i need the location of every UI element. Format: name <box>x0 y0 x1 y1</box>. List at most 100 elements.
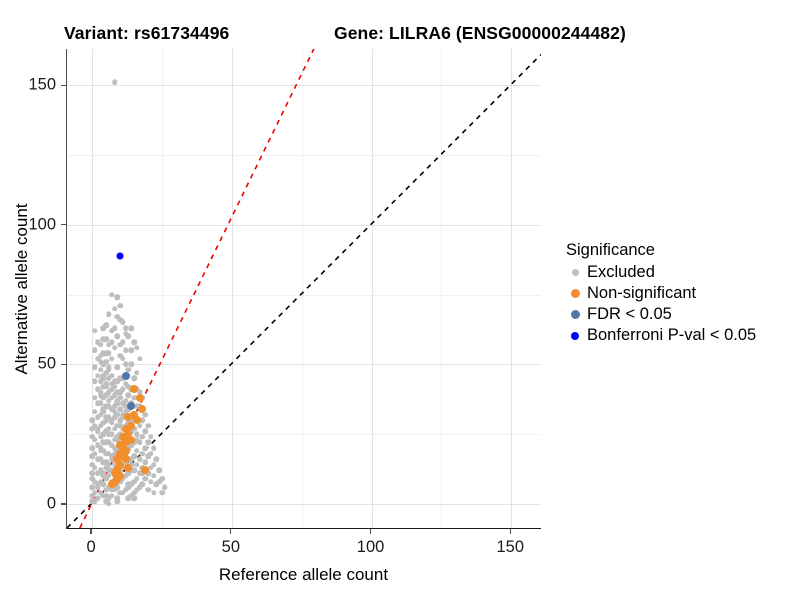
data-point <box>106 375 112 382</box>
data-point <box>142 445 148 451</box>
data-point <box>89 484 95 490</box>
data-point <box>100 481 107 488</box>
data-point <box>142 459 148 465</box>
data-point <box>97 434 104 440</box>
data-point <box>92 347 98 354</box>
data-point <box>138 405 147 413</box>
data-point <box>106 473 112 479</box>
x-tick-label: 150 <box>496 538 525 556</box>
data-point <box>120 386 126 393</box>
legend-key-dot-icon <box>566 269 584 276</box>
data-point <box>111 409 118 415</box>
data-point <box>125 470 132 476</box>
data-point <box>131 395 137 401</box>
data-point <box>114 495 121 502</box>
data-point <box>106 462 112 468</box>
data-point <box>116 252 124 259</box>
data-point <box>122 325 129 331</box>
data-point <box>120 489 126 496</box>
legend-item-3[interactable]: Bonferroni P-val < 0.05 <box>566 325 756 346</box>
data-point <box>100 375 107 382</box>
data-point <box>108 442 115 449</box>
data-point <box>114 411 121 418</box>
data-point <box>117 417 123 423</box>
data-point <box>94 442 101 449</box>
data-point <box>114 400 121 407</box>
data-point <box>114 434 121 440</box>
data-point <box>108 339 115 345</box>
gridline-v-minor <box>441 49 443 528</box>
data-point <box>108 291 115 298</box>
data-point <box>130 410 139 419</box>
data-point <box>145 439 151 446</box>
data-point <box>106 397 112 404</box>
data-point <box>100 372 107 379</box>
data-point <box>150 445 157 451</box>
data-point <box>89 470 95 476</box>
data-point <box>117 489 123 496</box>
data-point <box>103 492 109 499</box>
data-point <box>111 325 118 331</box>
data-point <box>124 430 133 439</box>
data-point <box>148 450 154 457</box>
data-point <box>134 344 140 351</box>
data-point <box>106 367 112 373</box>
legend-dot <box>570 310 580 319</box>
data-point <box>97 445 104 451</box>
data-point <box>134 487 140 493</box>
data-point <box>125 333 132 340</box>
data-point <box>89 492 95 499</box>
x-tick-label: 50 <box>221 538 241 556</box>
data-point <box>131 375 137 382</box>
gridline-v-major <box>92 49 94 528</box>
grid-layer <box>67 49 541 528</box>
data-point <box>111 487 118 493</box>
y-axis-label: Alternative allele count <box>12 203 31 375</box>
data-point <box>92 450 98 457</box>
data-point <box>89 417 95 423</box>
data-point <box>131 339 137 345</box>
data-point <box>89 476 95 482</box>
data-point <box>114 397 121 404</box>
data-point <box>108 372 115 379</box>
data-point <box>124 413 133 422</box>
data-point <box>103 358 109 365</box>
data-point <box>97 389 104 395</box>
legend-items: Excluded Non-significant FDR < 0.05 Bonferr… <box>566 262 756 346</box>
data-point <box>106 389 112 395</box>
data-point <box>145 487 151 493</box>
data-point <box>130 385 139 394</box>
gridline-h-major <box>67 364 541 366</box>
data-point <box>94 456 101 462</box>
legend-item-2[interactable]: FDR < 0.05 <box>566 304 756 325</box>
legend-item-0[interactable]: Excluded <box>566 262 756 283</box>
data-point <box>94 372 101 379</box>
data-point <box>117 342 123 348</box>
data-point <box>136 356 143 362</box>
data-point <box>128 442 134 449</box>
data-point <box>150 489 157 496</box>
data-point <box>103 414 109 421</box>
data-point <box>100 350 107 356</box>
data-point <box>135 393 144 402</box>
data-point <box>132 416 141 425</box>
data-point <box>100 336 107 342</box>
data-point <box>94 400 101 407</box>
legend: Significance Excluded Non-significant FDR … <box>566 241 756 346</box>
data-points-layer <box>67 49 541 528</box>
gridline-v-major <box>371 49 373 528</box>
data-point <box>108 420 115 426</box>
data-point <box>92 409 98 415</box>
legend-item-1[interactable]: Non-significant <box>566 283 756 304</box>
data-point <box>108 487 115 493</box>
data-point <box>89 498 95 504</box>
data-point <box>139 481 146 488</box>
data-point <box>148 464 154 471</box>
x-tick-label: 0 <box>86 538 96 556</box>
data-point <box>125 383 132 390</box>
data-point <box>159 489 165 496</box>
data-point <box>103 369 109 376</box>
data-point <box>97 411 104 418</box>
data-point <box>100 473 107 479</box>
data-point <box>114 314 121 320</box>
